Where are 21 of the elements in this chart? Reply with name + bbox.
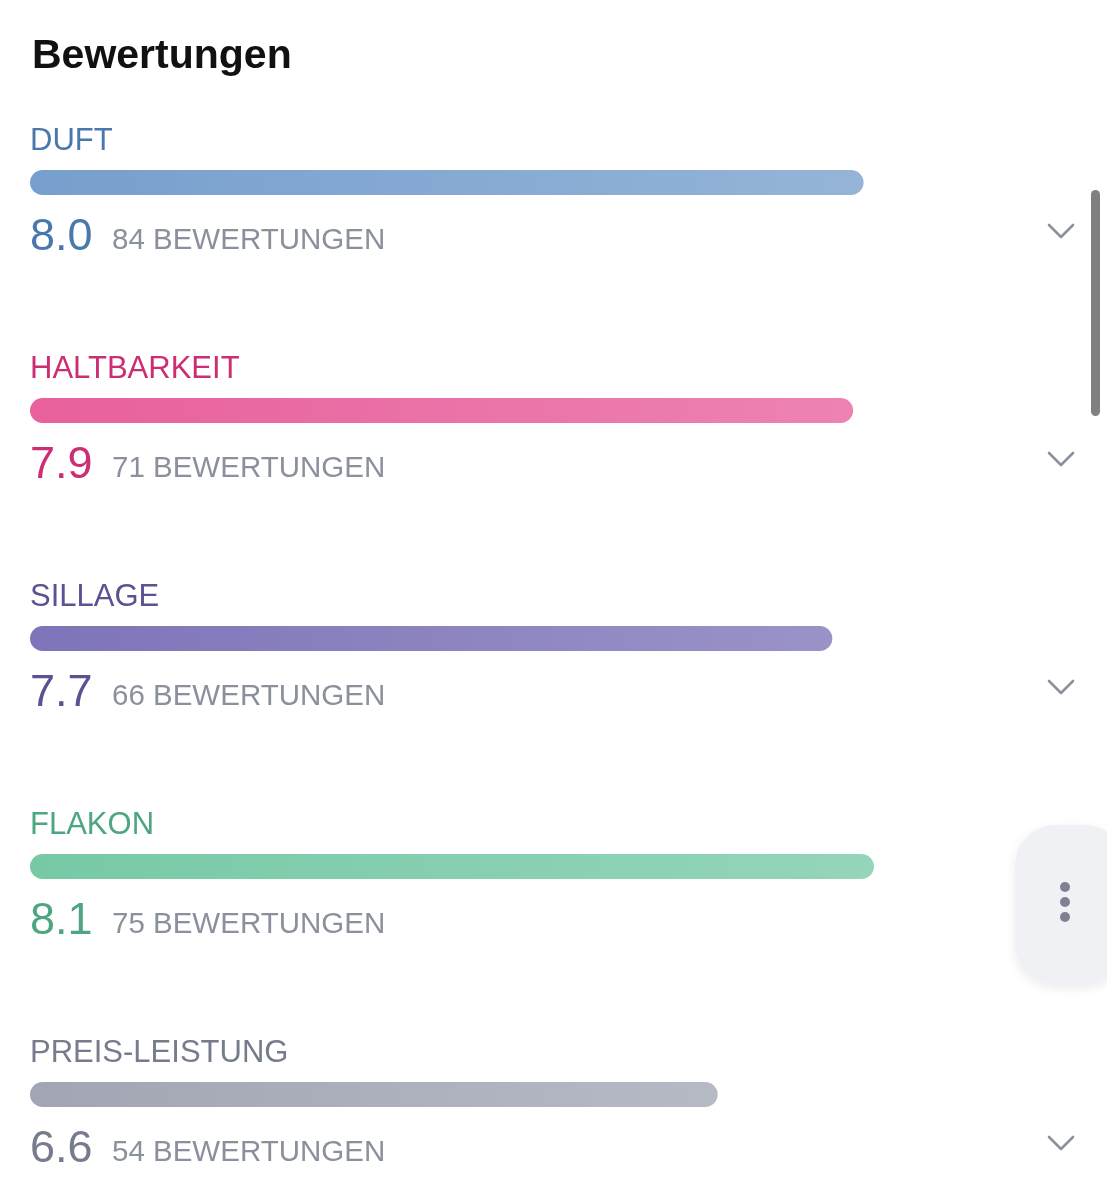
annotation: 66 BEWERTUNGEN	[112, 678, 386, 711]
bar	[30, 626, 833, 651]
y-tick-label: HALTBARKEIT	[30, 350, 240, 385]
data-label: 7.9	[30, 437, 93, 488]
data-label: 7.7	[30, 665, 93, 716]
data-label: 8.0	[30, 209, 93, 260]
y-tick-label: FLAKON	[30, 806, 155, 841]
data-label: 6.6	[30, 1121, 93, 1172]
bar	[30, 170, 864, 195]
bar	[30, 398, 854, 423]
annotation: 54 BEWERTUNGEN	[112, 1134, 386, 1167]
annotation: 71 BEWERTUNGEN	[112, 450, 386, 483]
y-tick-label: PREIS-LEISTUNG	[30, 1034, 289, 1069]
y-tick-label: SILLAGE	[30, 578, 160, 613]
annotation: 75 BEWERTUNGEN	[112, 906, 386, 939]
annotation: 84 BEWERTUNGEN	[112, 222, 386, 255]
bar	[30, 1082, 718, 1107]
data-label: 8.1	[30, 893, 93, 944]
chart-title: Bewertungen	[32, 31, 292, 77]
bar	[30, 854, 874, 879]
y-tick-label: DUFT	[30, 122, 113, 157]
